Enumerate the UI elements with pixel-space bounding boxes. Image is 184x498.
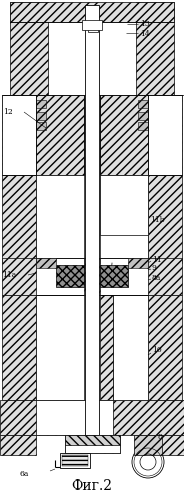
Bar xyxy=(60,453,90,468)
Bar xyxy=(2,258,182,295)
Bar xyxy=(10,2,174,22)
Text: 9: 9 xyxy=(152,264,157,272)
Bar xyxy=(138,122,148,130)
Bar xyxy=(88,22,96,28)
Bar xyxy=(36,175,84,263)
Bar xyxy=(0,400,184,435)
Bar xyxy=(100,295,113,400)
Bar xyxy=(100,258,148,295)
Bar xyxy=(128,258,148,268)
Bar xyxy=(148,435,184,455)
Text: 8: 8 xyxy=(157,433,162,441)
Text: Фиг.2: Фиг.2 xyxy=(72,479,112,493)
Bar xyxy=(100,175,148,263)
Bar xyxy=(65,435,120,445)
Bar xyxy=(56,265,84,287)
Bar xyxy=(10,2,48,95)
Bar xyxy=(88,28,98,32)
Bar xyxy=(62,455,88,466)
Bar xyxy=(100,175,148,235)
Text: 12: 12 xyxy=(3,108,13,116)
Text: 11b: 11b xyxy=(150,216,165,224)
Bar xyxy=(65,435,120,453)
Bar xyxy=(2,95,36,175)
Bar xyxy=(136,2,174,95)
Text: 10: 10 xyxy=(152,346,162,354)
Bar xyxy=(148,95,182,175)
Text: 11a: 11a xyxy=(2,271,16,279)
Text: 13: 13 xyxy=(140,20,150,28)
Bar xyxy=(0,435,36,455)
Bar xyxy=(100,265,128,287)
Bar xyxy=(36,400,113,435)
Bar xyxy=(36,258,84,295)
Bar xyxy=(100,95,182,175)
Text: 8a: 8a xyxy=(152,274,161,282)
Text: 6a: 6a xyxy=(20,470,29,478)
Text: 14: 14 xyxy=(140,30,150,38)
Bar xyxy=(148,175,182,263)
Bar xyxy=(36,122,46,130)
Bar xyxy=(36,112,46,120)
Bar xyxy=(2,175,36,263)
Bar xyxy=(36,258,56,268)
Bar xyxy=(82,20,102,30)
Bar xyxy=(85,5,99,435)
Bar xyxy=(36,100,46,108)
Bar xyxy=(36,295,84,400)
Bar xyxy=(138,100,148,108)
Bar xyxy=(134,435,162,455)
Bar xyxy=(113,295,148,400)
Bar xyxy=(148,295,182,400)
Text: 11: 11 xyxy=(152,256,162,264)
Bar xyxy=(138,112,148,120)
Bar xyxy=(2,95,84,175)
Bar xyxy=(65,435,120,453)
Bar xyxy=(2,295,36,400)
Circle shape xyxy=(132,446,164,478)
